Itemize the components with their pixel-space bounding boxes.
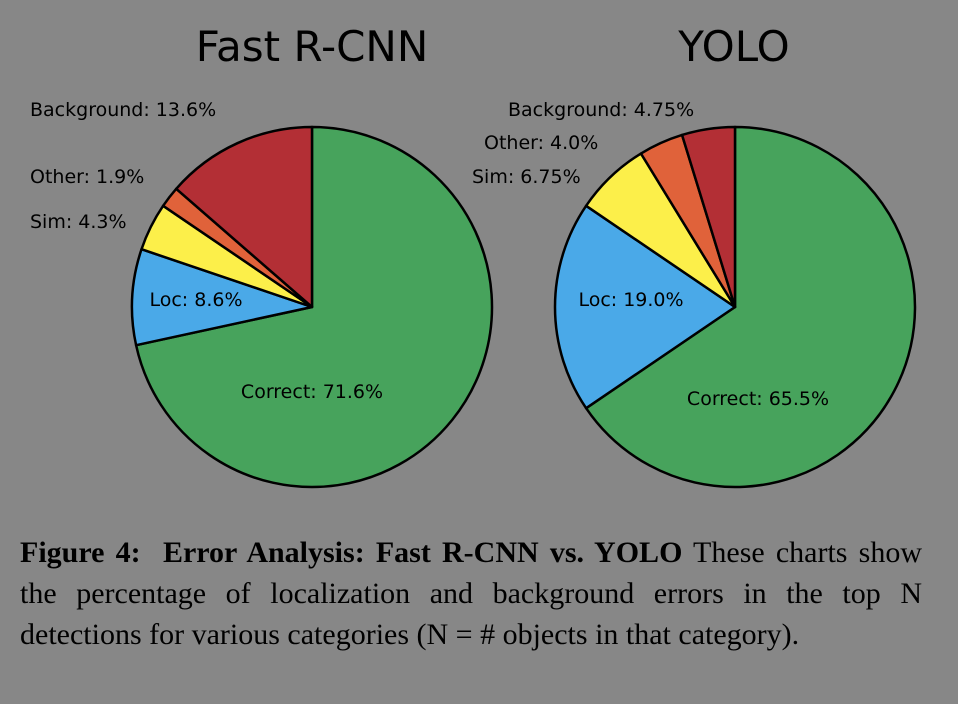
pie-slice-correct-1 — [584, 125, 917, 489]
slice-label-correct-0: Correct: 71.6% — [241, 381, 383, 403]
slice-label-background-1: Background: 4.75% — [508, 99, 694, 121]
slice-label-sim-1: Sim: 6.75% — [472, 166, 581, 188]
caption-text: These charts show the percentage of loca… — [20, 536, 922, 651]
slice-label-background-0: Background: 13.6% — [30, 99, 216, 121]
pie-charts: Correct: 71.6% Loc: 8.6% Sim: 4.3% Other: 1… — [30, 99, 917, 489]
pie-slice-loc-1 — [553, 204, 737, 410]
figure-caption: Figure 4: Error Analysis: Fast R-CNN vs.… — [20, 532, 922, 655]
caption-figure-label: Figure 4: — [20, 536, 141, 569]
chart-title-fast-rcnn: Fast R-CNN — [195, 22, 429, 71]
pie-slice-background-1 — [680, 125, 737, 309]
slice-label-other-0: Other: 1.9% — [30, 166, 144, 188]
pie-slice-background-0 — [174, 125, 314, 309]
slice-label-sim-0: Sim: 4.3% — [30, 211, 127, 233]
slice-label-loc-1: Loc: 19.0% — [578, 289, 683, 311]
slice-label-other-1: Other: 4.0% — [484, 132, 598, 154]
pie-slice-loc-0 — [130, 247, 314, 347]
slice-label-loc-0: Loc: 8.6% — [149, 289, 242, 311]
slice-label-correct-1: Correct: 65.5% — [687, 388, 829, 410]
chart-title-yolo: YOLO — [678, 22, 790, 71]
caption-title: Error Analysis: Fast R-CNN vs. YOLO — [162, 536, 683, 569]
pie-slice-correct-0 — [134, 125, 494, 489]
